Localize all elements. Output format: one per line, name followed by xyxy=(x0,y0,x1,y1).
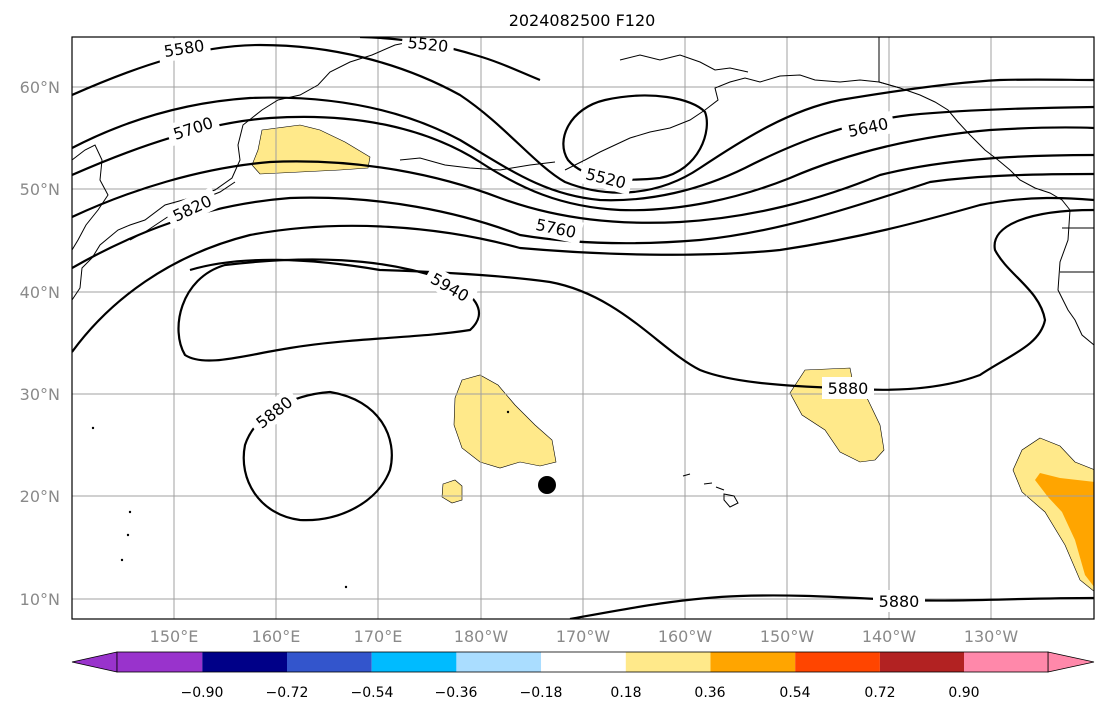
colorbar-segment xyxy=(371,652,457,672)
lon-label: 180°W xyxy=(454,627,509,646)
contour-5640 xyxy=(72,96,1094,202)
shade-mexico-coast-orange xyxy=(1035,473,1094,587)
coast-asia xyxy=(72,37,441,301)
island-dot xyxy=(120,558,124,562)
colorbar-segment xyxy=(964,652,1048,672)
grid-lines xyxy=(72,37,1094,619)
lon-label: 150°W xyxy=(760,627,815,646)
colorbar-tick-label: −0.36 xyxy=(435,685,478,701)
coast-na-west xyxy=(1057,209,1094,346)
coast-aleutians xyxy=(399,157,556,171)
shade-mexico-coast xyxy=(1012,437,1094,592)
lat-label: 20°N xyxy=(20,487,60,506)
colorbar-segment xyxy=(541,652,626,672)
lon-label: 140°W xyxy=(862,627,917,646)
colorbar-segment xyxy=(710,652,796,672)
contour-5520-low xyxy=(562,94,708,181)
lon-label: 170°E xyxy=(354,627,403,646)
figure-title: 2024082500 F120 xyxy=(509,11,656,30)
contour-label: 5520 xyxy=(407,33,449,56)
colorbar-segment xyxy=(879,652,964,672)
colorbar-frame xyxy=(116,651,1049,673)
island-dot xyxy=(506,410,510,414)
colorbar-tick-label: −0.72 xyxy=(266,685,309,701)
lon-label: 150°E xyxy=(150,627,199,646)
colorbar-tick-label: −0.90 xyxy=(181,685,224,701)
contour-5580 xyxy=(72,43,1094,194)
colorbar-tick-label: 0.36 xyxy=(694,685,725,701)
coast-hawaii xyxy=(682,473,739,508)
shade-central-pacific xyxy=(453,374,557,469)
lat-label: 60°N xyxy=(20,78,60,97)
contour-5940 xyxy=(177,258,481,362)
colorbar-tick-label: −0.54 xyxy=(351,685,394,701)
contour-5520-north xyxy=(359,37,541,82)
island-dot xyxy=(128,510,132,514)
contour-label: 5880 xyxy=(879,592,920,611)
storm-position-marker xyxy=(538,476,556,494)
contour-5700 xyxy=(72,115,1094,212)
colorbar-tick-label: 0.72 xyxy=(864,685,895,701)
island-dot xyxy=(344,585,348,589)
coast-alaska xyxy=(564,74,1071,211)
lon-label: 170°W xyxy=(556,627,611,646)
coast-alaska-north xyxy=(619,54,749,73)
colorbar-segment xyxy=(117,652,203,672)
contour-5820 xyxy=(72,172,1094,269)
colorbar: −0.90 −0.72 −0.54 −0.36 −0.18 0.18 0.36 … xyxy=(71,651,1095,701)
border-alaska-canada xyxy=(878,37,901,89)
colorbar-segment xyxy=(456,652,542,672)
contour-5880-south xyxy=(569,594,1094,619)
colorbar-tick-label: −0.18 xyxy=(520,685,563,701)
lat-label: 10°N xyxy=(20,590,60,609)
colorbar-segment xyxy=(287,652,372,672)
colorbar-tick-label: 0.54 xyxy=(779,685,810,701)
plot-frame xyxy=(71,36,1095,620)
contour-5880-subtropical xyxy=(189,208,1094,391)
latitude-labels: 60°N 50°N 40°N 30°N 20°N 10°N xyxy=(20,78,60,609)
shade-small-island xyxy=(441,479,463,504)
colorbar-segment xyxy=(625,652,711,672)
lon-label: 130°W xyxy=(964,627,1019,646)
contour-5880-outer xyxy=(72,196,1094,353)
height-contours xyxy=(72,37,1094,619)
contour-label: 5880 xyxy=(828,379,869,398)
longitude-labels: 150°E 160°E 170°E 180°W 170°W 160°W 150°… xyxy=(150,627,1019,646)
lon-label: 160°W xyxy=(658,627,713,646)
colorbar-tick-label: 0.90 xyxy=(948,685,979,701)
colorbar-extend-left xyxy=(71,651,118,673)
colorbar-ticks: −0.90 −0.72 −0.54 −0.36 −0.18 0.18 0.36 … xyxy=(181,685,980,701)
lat-label: 30°N xyxy=(20,385,60,404)
colorbar-segment xyxy=(202,652,287,672)
lat-label: 40°N xyxy=(20,283,60,302)
colorbar-segment xyxy=(795,652,880,672)
island-dot xyxy=(91,426,95,430)
coast-asia-inner xyxy=(72,144,109,251)
lon-label: 160°E xyxy=(252,627,301,646)
colorbar-tick-label: 0.18 xyxy=(610,685,641,701)
colorbar-extend-right xyxy=(1047,651,1095,673)
island-dot xyxy=(126,533,130,537)
contour-5760 xyxy=(72,153,1094,224)
lat-label: 50°N xyxy=(20,180,60,199)
